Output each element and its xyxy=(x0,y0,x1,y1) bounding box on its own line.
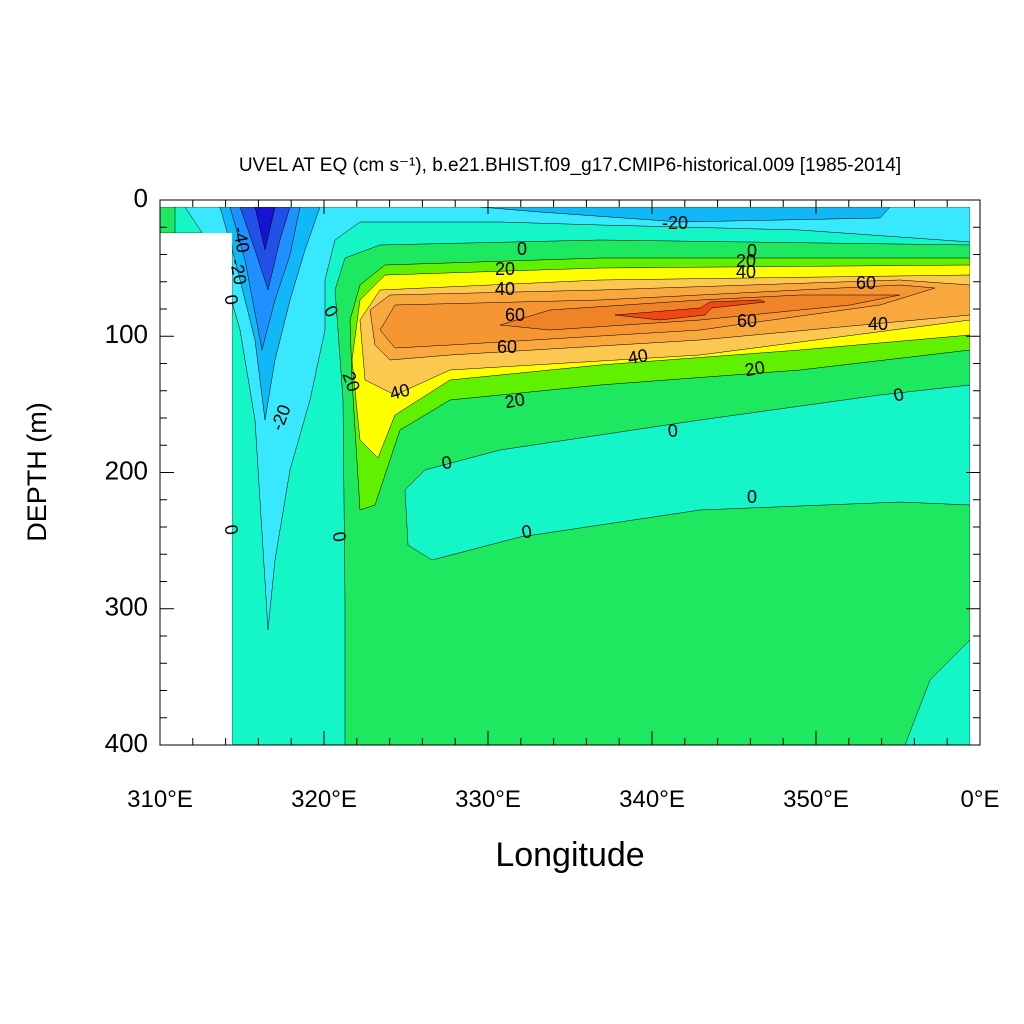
contour-label: 0 xyxy=(221,523,242,536)
contour-label: 0 xyxy=(517,239,527,259)
x-tick-label: 0°E xyxy=(961,786,1000,813)
contour-region xyxy=(160,207,176,234)
contour-label: 0 xyxy=(891,384,906,406)
contour-label: 0 xyxy=(667,420,679,441)
y-tick-label: 100 xyxy=(105,319,148,349)
x-tick-label: 340°E xyxy=(619,786,685,813)
x-tick-label: 310°E xyxy=(127,786,193,813)
contour-label: 20 xyxy=(495,259,515,279)
x-tick-label: 330°E xyxy=(455,786,521,813)
contour-label: 0 xyxy=(520,521,533,542)
y-tick-label: 300 xyxy=(105,592,148,622)
contour-region xyxy=(479,207,891,223)
contour-label: 0 xyxy=(221,293,242,306)
x-tick-label: 350°E xyxy=(783,786,849,813)
chart-title: UVEL AT EQ (cm s⁻¹), b.e21.BHIST.f09_g17… xyxy=(239,155,901,176)
contour-fills xyxy=(160,207,970,745)
contour-label: 0 xyxy=(747,241,757,261)
contour-label: 20 xyxy=(503,389,526,412)
contour-label: 0 xyxy=(747,487,757,507)
contour-label: 60 xyxy=(505,305,525,325)
contour-label: -40 xyxy=(229,225,253,254)
contour-label: 20 xyxy=(736,251,756,271)
contour-label: 60 xyxy=(497,337,517,357)
contour-label: 0 xyxy=(440,452,453,473)
contour-label: -20 xyxy=(226,257,250,286)
contour-region xyxy=(614,299,766,321)
y-tick-label: 200 xyxy=(105,455,148,485)
contour-label: 40 xyxy=(495,279,515,299)
contour-label: 20 xyxy=(743,357,766,380)
contour-label: 60 xyxy=(737,311,757,331)
contour-label: -20 xyxy=(662,213,688,233)
contour-label: 40 xyxy=(736,262,756,282)
x-tick-label: 320°E xyxy=(291,786,357,813)
contour-label: 40 xyxy=(868,314,888,334)
contour-region xyxy=(254,207,276,251)
contour-label: 0 xyxy=(329,530,350,543)
y-tick-label: 400 xyxy=(105,728,148,758)
contour-label: 60 xyxy=(856,273,876,293)
contour-label: 40 xyxy=(626,345,649,368)
y-tick-label: 0 xyxy=(134,183,148,213)
y-axis-title: DEPTH (m) xyxy=(22,402,52,541)
x-axis-title: Longitude xyxy=(495,836,644,874)
